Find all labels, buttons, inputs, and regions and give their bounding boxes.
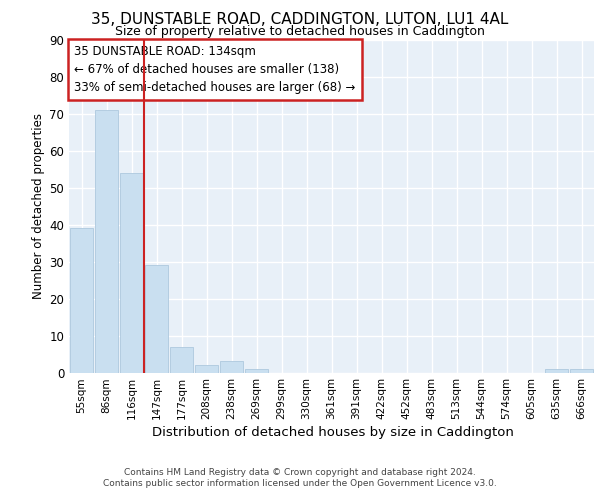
Bar [95, 110, 118, 372]
Bar [145, 266, 168, 372]
Text: 35 DUNSTABLE ROAD: 134sqm
← 67% of detached houses are smaller (138)
33% of semi: 35 DUNSTABLE ROAD: 134sqm ← 67% of detac… [74, 45, 356, 94]
Bar [195, 365, 218, 372]
Text: Contains public sector information licensed under the Open Government Licence v3: Contains public sector information licen… [103, 479, 497, 488]
Bar [545, 369, 568, 372]
Bar [170, 346, 193, 372]
Bar [120, 173, 143, 372]
Bar [570, 369, 593, 372]
Y-axis label: Number of detached properties: Number of detached properties [32, 114, 45, 299]
Bar [70, 228, 93, 372]
Text: 35, DUNSTABLE ROAD, CADDINGTON, LUTON, LU1 4AL: 35, DUNSTABLE ROAD, CADDINGTON, LUTON, L… [91, 12, 509, 28]
Bar [220, 362, 243, 372]
Text: Contains HM Land Registry data © Crown copyright and database right 2024.: Contains HM Land Registry data © Crown c… [124, 468, 476, 477]
Text: Distribution of detached houses by size in Caddington: Distribution of detached houses by size … [152, 426, 514, 439]
Text: Size of property relative to detached houses in Caddington: Size of property relative to detached ho… [115, 25, 485, 38]
Bar [245, 369, 268, 372]
